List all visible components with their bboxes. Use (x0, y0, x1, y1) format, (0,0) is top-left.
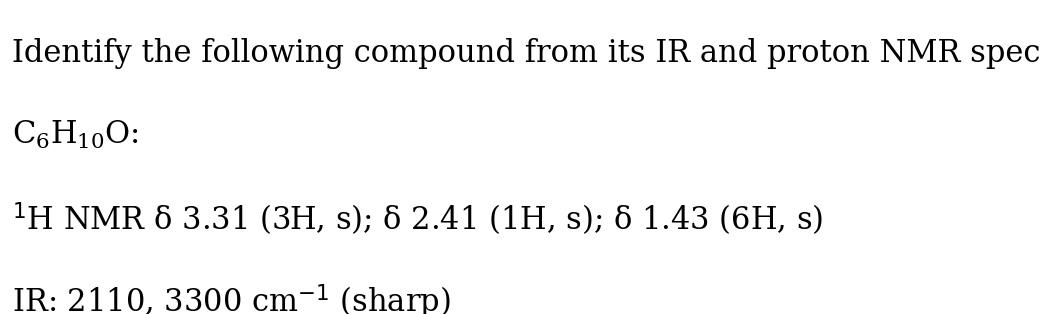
Text: $^1$H NMR δ 3.31 (3H, s); δ 2.41 (1H, s); δ 1.43 (6H, s): $^1$H NMR δ 3.31 (3H, s); δ 2.41 (1H, s)… (12, 201, 824, 238)
Text: IR: 2110, 3300 cm$^{-1}$ (sharp): IR: 2110, 3300 cm$^{-1}$ (sharp) (12, 283, 451, 314)
Text: $\mathregular{C_6H_{10}O}$:: $\mathregular{C_6H_{10}O}$: (12, 119, 139, 151)
Text: Identify the following compound from its IR and proton NMR spectra.: Identify the following compound from its… (12, 38, 1040, 69)
